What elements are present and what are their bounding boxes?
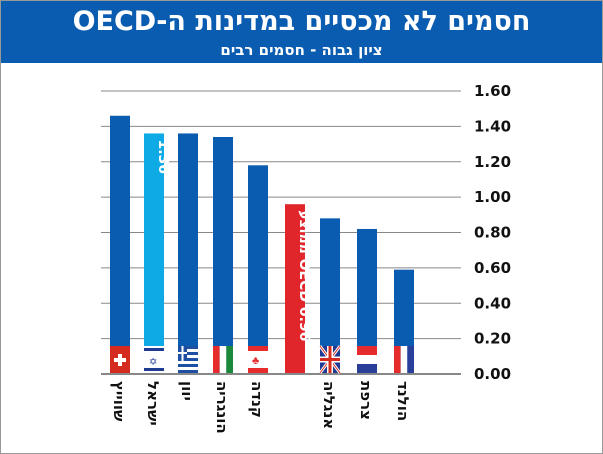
bar (144, 133, 164, 373)
flag-icon-switzerland (110, 346, 130, 373)
y-tick-label: 0.20 (474, 330, 511, 348)
flag-icon-israel: ✡ (144, 346, 164, 373)
category-label: ישראל (144, 381, 162, 426)
flag-icon-netherlands-like (357, 346, 377, 373)
svg-text:✡: ✡ (149, 357, 157, 368)
y-tick-label: 1.00 (474, 188, 511, 206)
bar (178, 133, 198, 373)
data-label: 1.36 (155, 139, 171, 174)
data-label: ממוצע OECD 0.96 (296, 210, 312, 341)
category-label: שווייץ (110, 381, 128, 422)
bar (320, 218, 340, 373)
chart-subtitle: ציון גבוה - חסמים רבים (220, 41, 383, 59)
category-label: קנדה (248, 381, 266, 418)
y-tick-label: 0.40 (474, 294, 511, 312)
bar (357, 228, 377, 373)
flag-icon-france-like (394, 346, 414, 373)
flag-icon-uk (318, 345, 342, 374)
bar (213, 136, 233, 373)
category-label: צרפת (357, 381, 375, 420)
chart-title: חסמים לא מכסיים במדינות ה-OECD (72, 6, 531, 37)
svg-text:♣: ♣ (252, 355, 259, 367)
category-label: יוון (178, 381, 196, 401)
category-label: הונגריה (213, 381, 231, 434)
category-label: הולנד (394, 381, 412, 421)
bar (110, 115, 130, 373)
y-tick-label: 1.20 (474, 153, 511, 171)
flag-icon-canada: ♣ (248, 346, 268, 373)
chart-header: חסמים לא מכסיים במדינות ה-OECD ציון גבוה… (1, 1, 602, 63)
category-label: אנגליה (320, 381, 338, 429)
y-tick-label: 1.60 (474, 82, 511, 100)
y-tick-label: 0.80 (474, 224, 511, 242)
y-tick-label: 0.60 (474, 259, 511, 277)
y-tick-label: 0.00 (474, 365, 511, 383)
y-tick-label: 1.40 (474, 117, 511, 135)
bar (248, 165, 268, 373)
bar (285, 204, 305, 373)
flag-icon-italy-like (213, 346, 233, 373)
flag-icon-greece (178, 346, 198, 373)
